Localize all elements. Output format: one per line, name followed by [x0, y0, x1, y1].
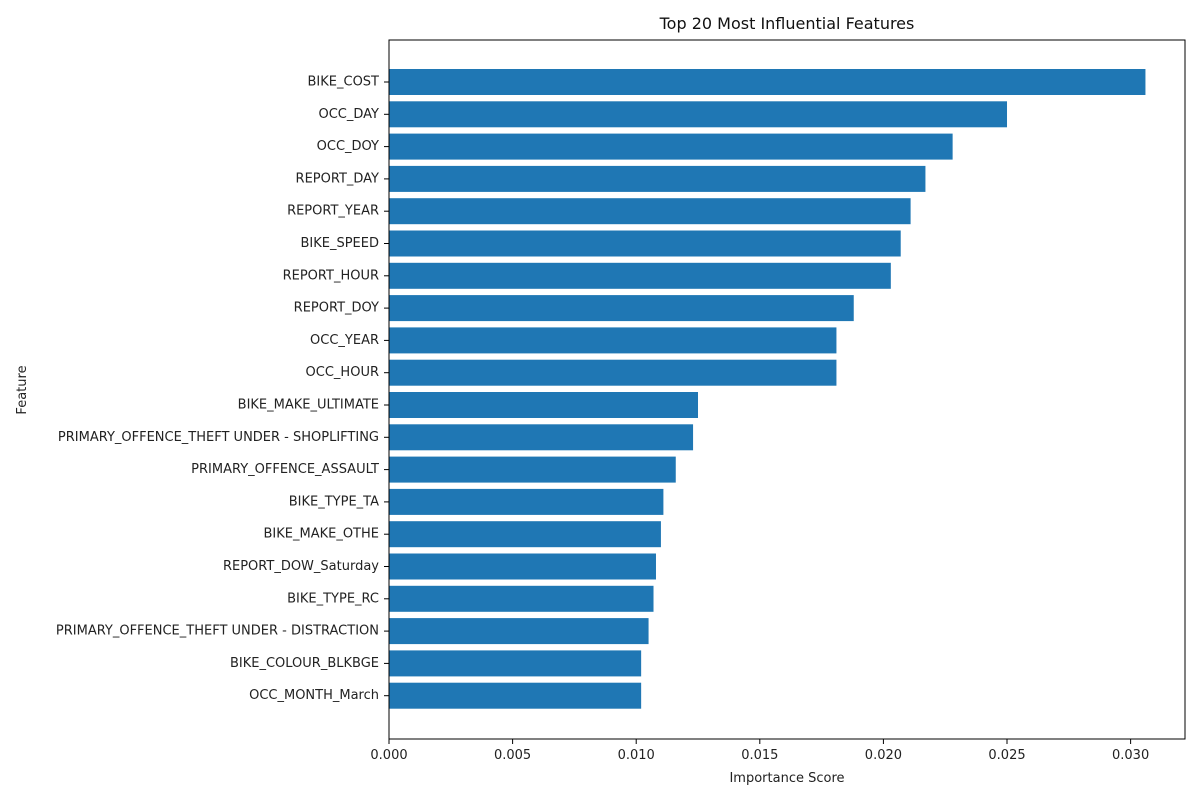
- y-tick-label: BIKE_TYPE_RC: [287, 591, 379, 606]
- bar-15: [389, 553, 656, 580]
- y-tick-label: BIKE_TYPE_TA: [289, 494, 379, 509]
- bar-12: [389, 456, 676, 483]
- x-axis-title: Importance Score: [729, 771, 844, 786]
- x-tick-label: 0.015: [741, 748, 778, 763]
- y-tick-label: BIKE_MAKE_OTHE: [263, 527, 379, 542]
- y-tick-label: BIKE_COST: [308, 75, 380, 90]
- y-tick-label: OCC_YEAR: [310, 333, 379, 348]
- y-tick-label: REPORT_HOUR: [283, 268, 379, 283]
- bar-18: [389, 650, 642, 677]
- y-tick-label: OCC_MONTH_March: [249, 688, 379, 703]
- y-tick-label: REPORT_DOY: [294, 301, 379, 316]
- y-tick-labels: BIKE_COST OCC_DAY OCC_DOY REPORT_DAY REPORT_…: [56, 75, 389, 703]
- x-tick-label: 0.000: [370, 748, 407, 763]
- x-tick-label: 0.025: [988, 748, 1025, 763]
- y-tick-label: BIKE_COLOUR_BLKBGE: [230, 656, 379, 671]
- bar-7: [389, 295, 854, 322]
- y-tick-label: BIKE_MAKE_ULTIMATE: [238, 398, 379, 413]
- x-tick-label: 0.010: [618, 748, 655, 763]
- y-tick-label: BIKE_SPEED: [300, 236, 379, 251]
- bar-0: [389, 69, 1146, 95]
- x-axis-ticks: 0.000 0.005 0.010 0.015 0.020 0.025 0.030: [370, 739, 1149, 763]
- y-tick-label: OCC_DAY: [319, 107, 380, 122]
- y-tick-label: REPORT_DAY: [296, 171, 380, 186]
- x-tick-label: 0.030: [1112, 748, 1149, 763]
- y-tick-label: OCC_DOY: [317, 139, 379, 154]
- bar-13: [389, 488, 664, 515]
- bar-8: [389, 327, 837, 354]
- bars-group: [389, 69, 1146, 709]
- y-tick-label: PRIMARY_OFFENCE_THEFT UNDER - SHOPLIFTIN…: [58, 430, 379, 445]
- bar-9: [389, 359, 837, 386]
- bar-10: [389, 392, 699, 418]
- y-axis-title: Feature: [15, 365, 30, 414]
- bar-17: [389, 618, 649, 645]
- bar-4: [389, 198, 911, 225]
- x-tick-label: 0.005: [494, 748, 531, 763]
- chart-title: Top 20 Most Influential Features: [659, 14, 915, 33]
- bar-19: [389, 682, 642, 709]
- y-tick-label: OCC_HOUR: [306, 365, 379, 380]
- bar-1: [389, 101, 1008, 128]
- bar-16: [389, 585, 654, 612]
- bar-11: [389, 424, 694, 451]
- bar-6: [389, 262, 891, 289]
- x-tick-label: 0.020: [865, 748, 902, 763]
- bar-5: [389, 230, 901, 257]
- y-tick-label: REPORT_DOW_Saturday: [223, 559, 379, 574]
- y-tick-label: PRIMARY_OFFENCE_THEFT UNDER - DISTRACTIO…: [56, 624, 379, 639]
- bar-3: [389, 165, 926, 192]
- y-tick-label: PRIMARY_OFFENCE_ASSAULT: [191, 462, 379, 477]
- bar-2: [389, 133, 953, 160]
- bar-14: [389, 521, 661, 548]
- y-tick-label: REPORT_YEAR: [287, 204, 379, 219]
- plot-frame: [388, 39, 1186, 740]
